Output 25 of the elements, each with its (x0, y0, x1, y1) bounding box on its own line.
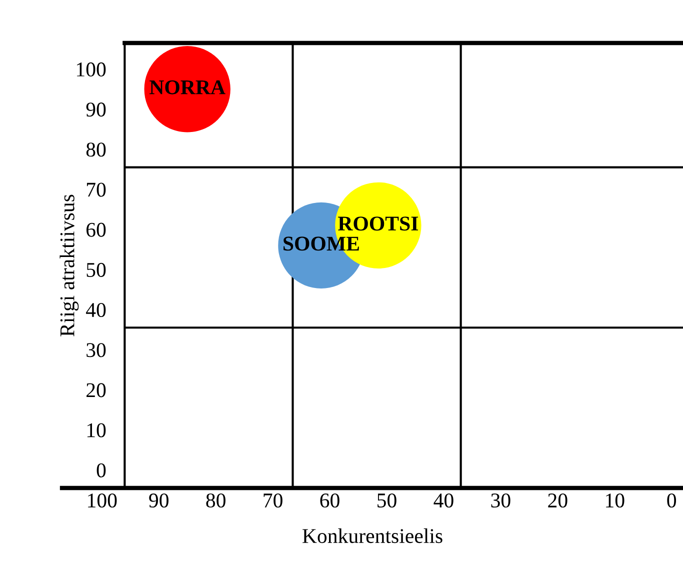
y-tick-label: 80 (86, 142, 106, 157)
series-label: NORRA (150, 80, 226, 94)
x-tick-label: 80 (206, 493, 226, 508)
series-label: ROOTSI (338, 216, 418, 231)
y-tick-label: 90 (86, 102, 106, 117)
y-tick-label: 30 (86, 343, 106, 358)
x-tick-label: 30 (491, 493, 510, 508)
x-tick-label: 70 (264, 493, 282, 508)
x-tick-label: 20 (548, 493, 568, 508)
x-tick-label: 50 (378, 493, 396, 508)
y-tick-label: 10 (87, 423, 106, 438)
x-tick-label: 0 (667, 493, 676, 508)
x-tick-label: 60 (320, 493, 340, 508)
y-axis-title: Riigi atraktiivsus (60, 194, 79, 336)
y-tick-label: 40 (86, 302, 106, 318)
y-tick-label: 70 (86, 182, 106, 197)
x-axis-title: Konkurentsieelis (302, 528, 442, 544)
y-tick-label: 0 (96, 463, 106, 478)
y-tick-label: 100 (77, 62, 106, 76)
x-tick-label: 90 (149, 493, 168, 508)
y-tick-label: 50 (86, 262, 106, 277)
y-tick-label: 20 (86, 383, 106, 398)
x-tick-label: 10 (606, 493, 624, 508)
x-tick-label: 40 (434, 493, 454, 508)
y-tick-label: 60 (86, 222, 106, 237)
